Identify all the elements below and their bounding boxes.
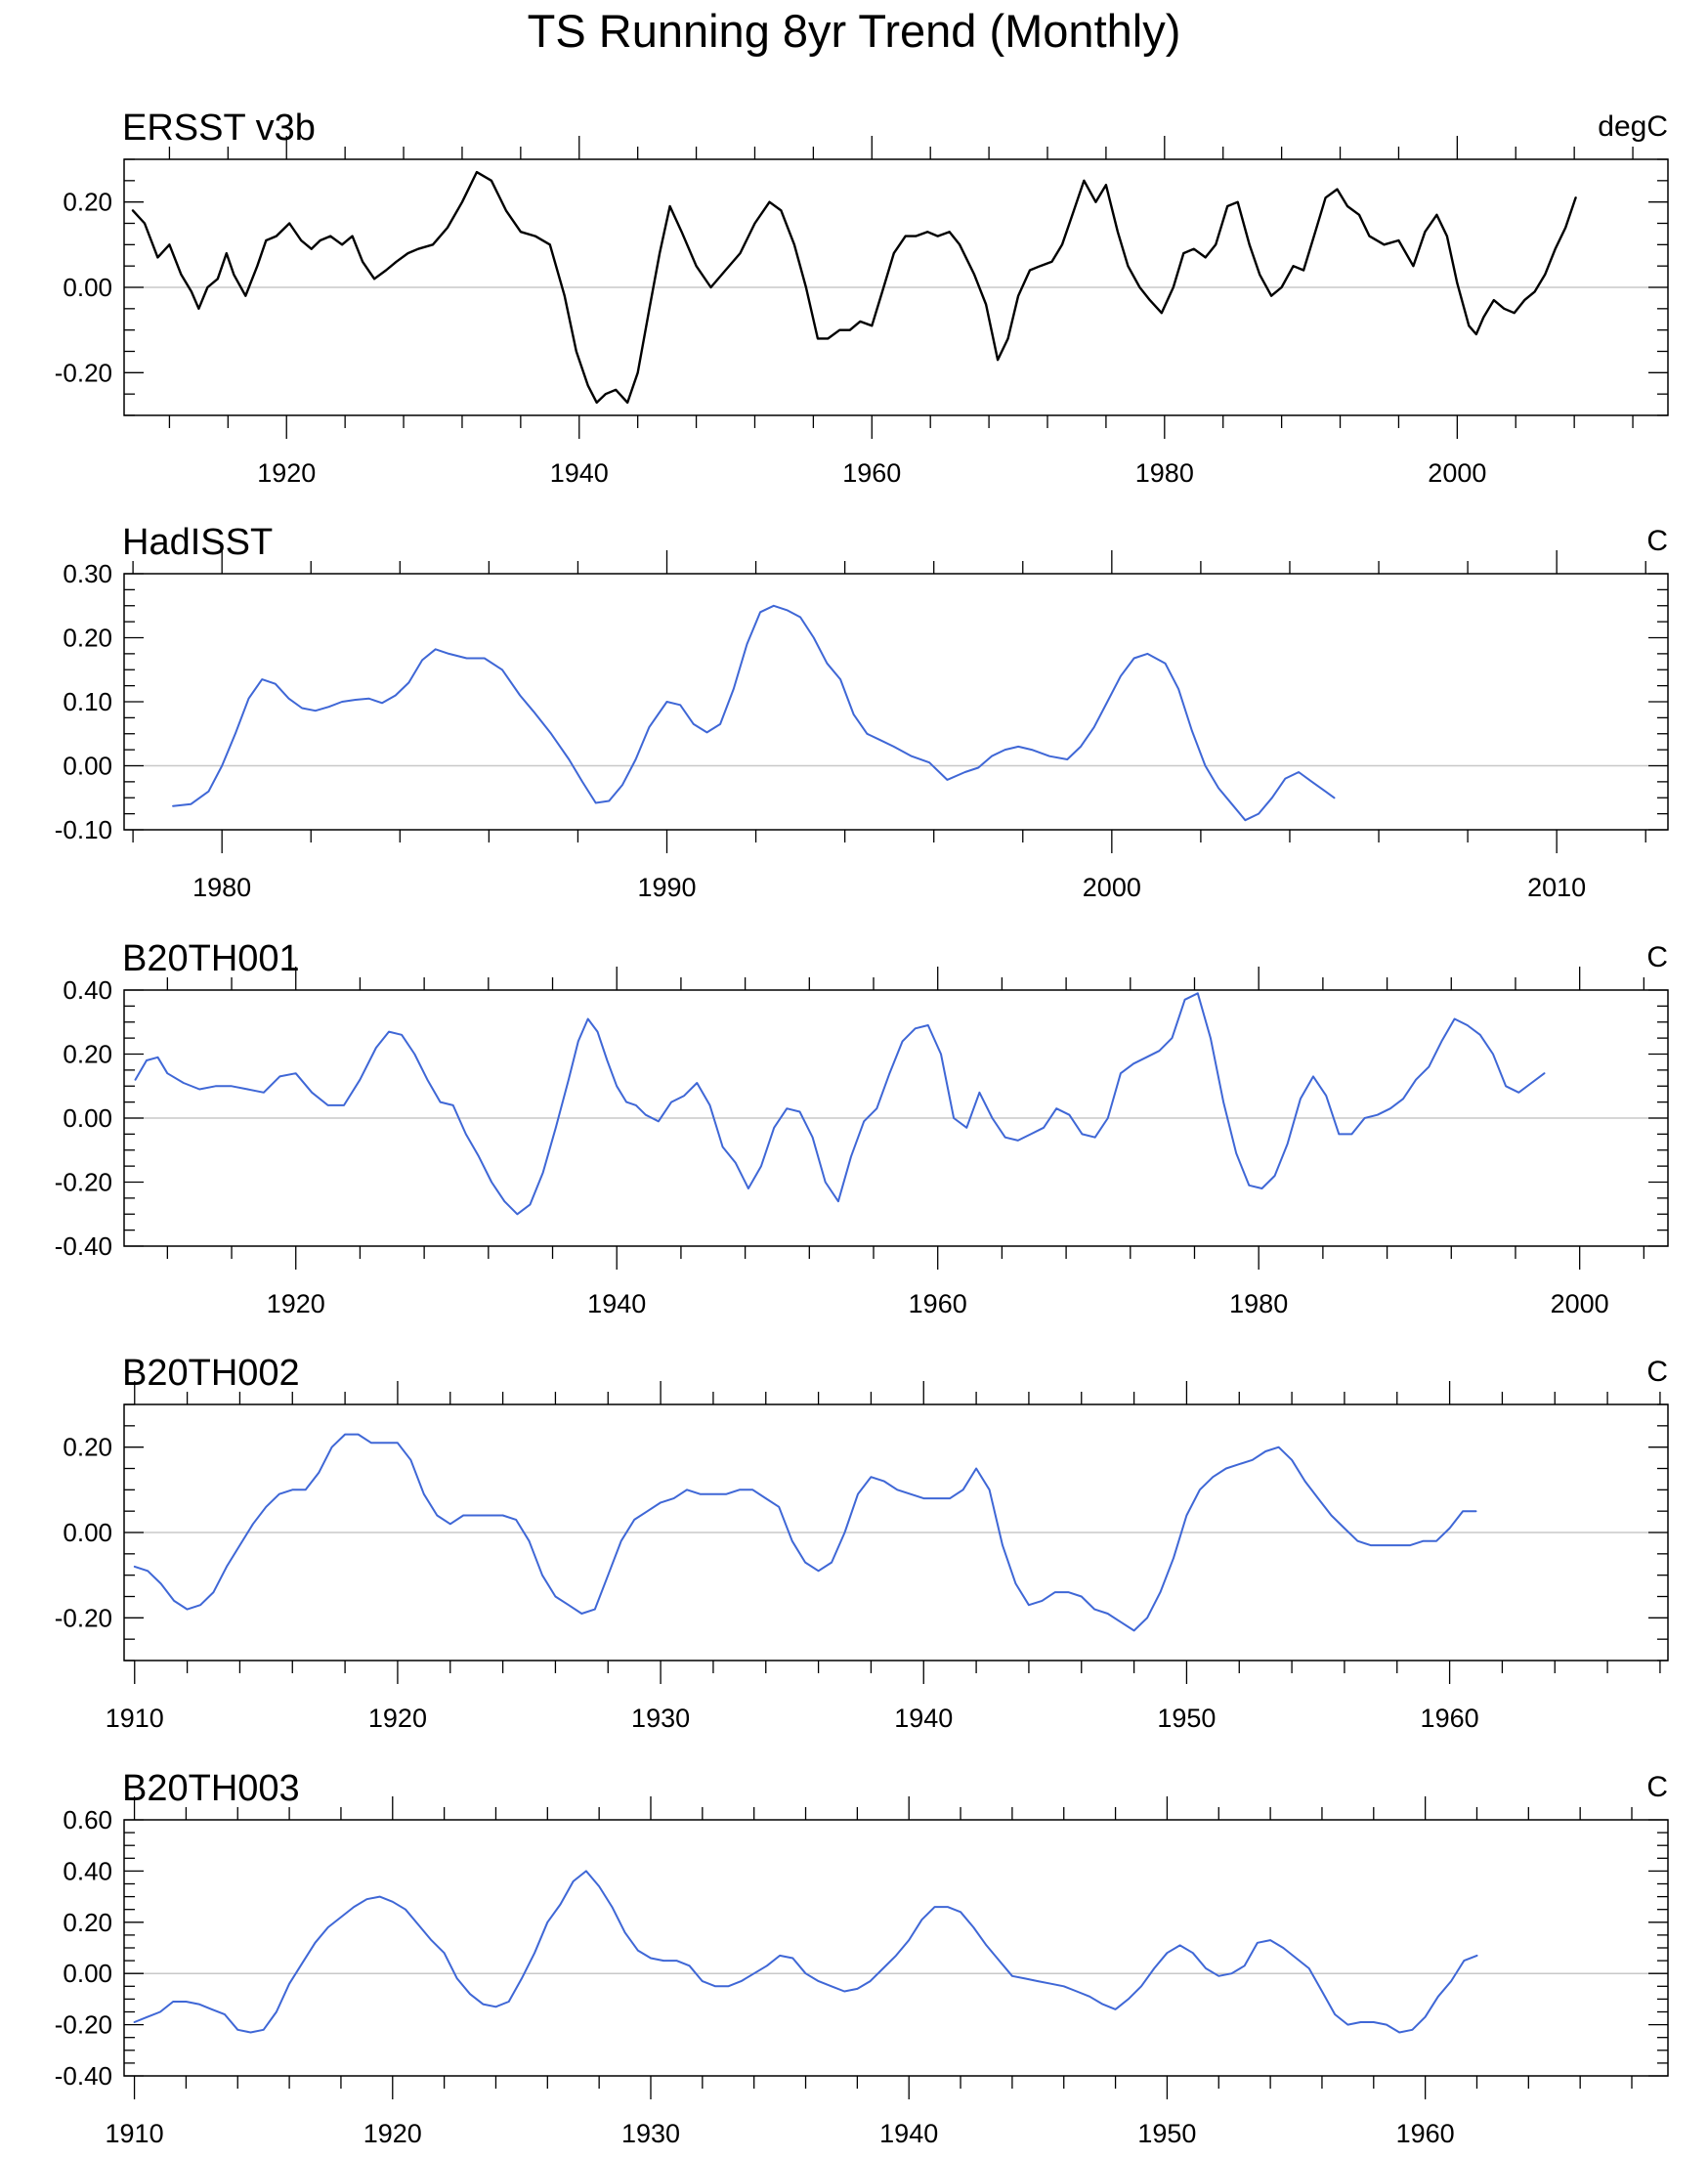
x-tick-label: 2000	[1428, 458, 1486, 488]
y-tick-label: 0.00	[63, 1518, 112, 1547]
y-tick-label: -0.20	[55, 1168, 112, 1197]
y-tick-label: -0.40	[55, 1231, 112, 1261]
y-tick-label: 0.00	[63, 1959, 112, 1988]
panel-title: ERSST v3b	[122, 108, 316, 149]
y-tick-label: -0.20	[55, 358, 112, 387]
x-tick-label: 1980	[1135, 458, 1194, 488]
y-tick-label: 0.30	[63, 559, 112, 588]
y-tick-label: 0.00	[63, 752, 112, 781]
x-tick-label: 2010	[1527, 873, 1586, 902]
series-line-b20th002	[133, 1433, 1477, 1632]
figure-title: TS Running 8yr Trend (Monthly)	[527, 5, 1181, 57]
y-tick-label: 0.20	[63, 1908, 112, 1937]
units-label: degC	[1598, 110, 1668, 143]
panel-b20th003: B20TH003 C -0.40 -0.20 0.00 0.20 0.40 0.60 1910 1…	[55, 1768, 1669, 2148]
panel-title: B20TH003	[122, 1768, 300, 1809]
y-tick-label: 0.60	[63, 1805, 112, 1834]
panel-title: B20TH002	[122, 1353, 300, 1394]
units-label: C	[1646, 941, 1668, 973]
plot-frame	[123, 1819, 1669, 2077]
y-tick-label: 0.40	[63, 1856, 112, 1885]
y-tick-label: 0.20	[63, 188, 112, 217]
x-tick-label: 1930	[621, 2119, 680, 2148]
panel-b20th001: B20TH001 C -0.40 -0.20 0.00 0.20 0.40 1920 1940 1…	[55, 938, 1669, 1318]
units-label: C	[1646, 525, 1668, 557]
panel-ersst-v3b: ERSST v3b degC -0.20 0.00 0.20 1920 1940 1960 19…	[55, 108, 1669, 488]
x-tick-label: 1950	[1157, 1704, 1216, 1733]
y-tick-label: 0.20	[63, 1433, 112, 1462]
panel-title: HadISST	[122, 522, 273, 563]
y-tick-label: -0.20	[55, 1603, 112, 1632]
x-tick-label: 1920	[363, 2119, 422, 2148]
y-tick-label: -0.10	[55, 815, 112, 844]
series-line-hadisst	[172, 604, 1336, 822]
x-tick-label: 1980	[192, 873, 251, 902]
x-tick-label: 1940	[894, 1704, 953, 1733]
units-label: C	[1646, 1771, 1668, 1803]
x-tick-label: 1920	[257, 458, 316, 488]
y-tick-label: 0.00	[63, 1103, 112, 1133]
y-tick-label: -0.40	[55, 2061, 112, 2091]
x-tick-label: 2000	[1083, 873, 1141, 902]
y-tick-label: 0.10	[63, 687, 112, 716]
series-line-b20th001	[134, 992, 1546, 1216]
x-tick-label: 1980	[1229, 1289, 1288, 1318]
y-tick-label: 0.20	[63, 624, 112, 653]
x-tick-label: 1910	[106, 1704, 164, 1733]
panel-hadisst: HadISST C -0.10 0.00 0.10 0.20 0.30 1980 1990 200…	[55, 522, 1669, 902]
x-tick-label: 1950	[1137, 2119, 1196, 2148]
y-tick-label: -0.20	[55, 2010, 112, 2040]
x-tick-label: 1910	[106, 2119, 164, 2148]
y-tick-label: 0.20	[63, 1040, 112, 1069]
x-tick-label: 1990	[637, 873, 696, 902]
x-tick-label: 1940	[587, 1289, 646, 1318]
x-tick-label: 1920	[267, 1289, 325, 1318]
x-tick-label: 1960	[1396, 2119, 1455, 2148]
series-line-b20th003	[133, 1870, 1478, 2034]
x-tick-label: 2000	[1551, 1289, 1609, 1318]
x-tick-label: 1940	[879, 2119, 938, 2148]
units-label: C	[1646, 1356, 1668, 1388]
x-tick-label: 1960	[1421, 1704, 1479, 1733]
x-tick-label: 1920	[368, 1704, 427, 1733]
y-tick-label: 0.00	[63, 273, 112, 302]
x-tick-label: 1930	[631, 1704, 690, 1733]
x-tick-label: 1960	[842, 458, 901, 488]
y-tick-label: 0.40	[63, 975, 112, 1005]
x-tick-label: 1960	[909, 1289, 967, 1318]
panel-b20th002: B20TH002 C -0.20 0.00 0.20 1910 1920 1930 1940 19…	[55, 1353, 1669, 1733]
panel-title: B20TH001	[122, 938, 300, 979]
x-tick-label: 1940	[550, 458, 609, 488]
series-line-ersst-v3b	[131, 170, 1577, 405]
plot-frame	[123, 573, 1669, 831]
